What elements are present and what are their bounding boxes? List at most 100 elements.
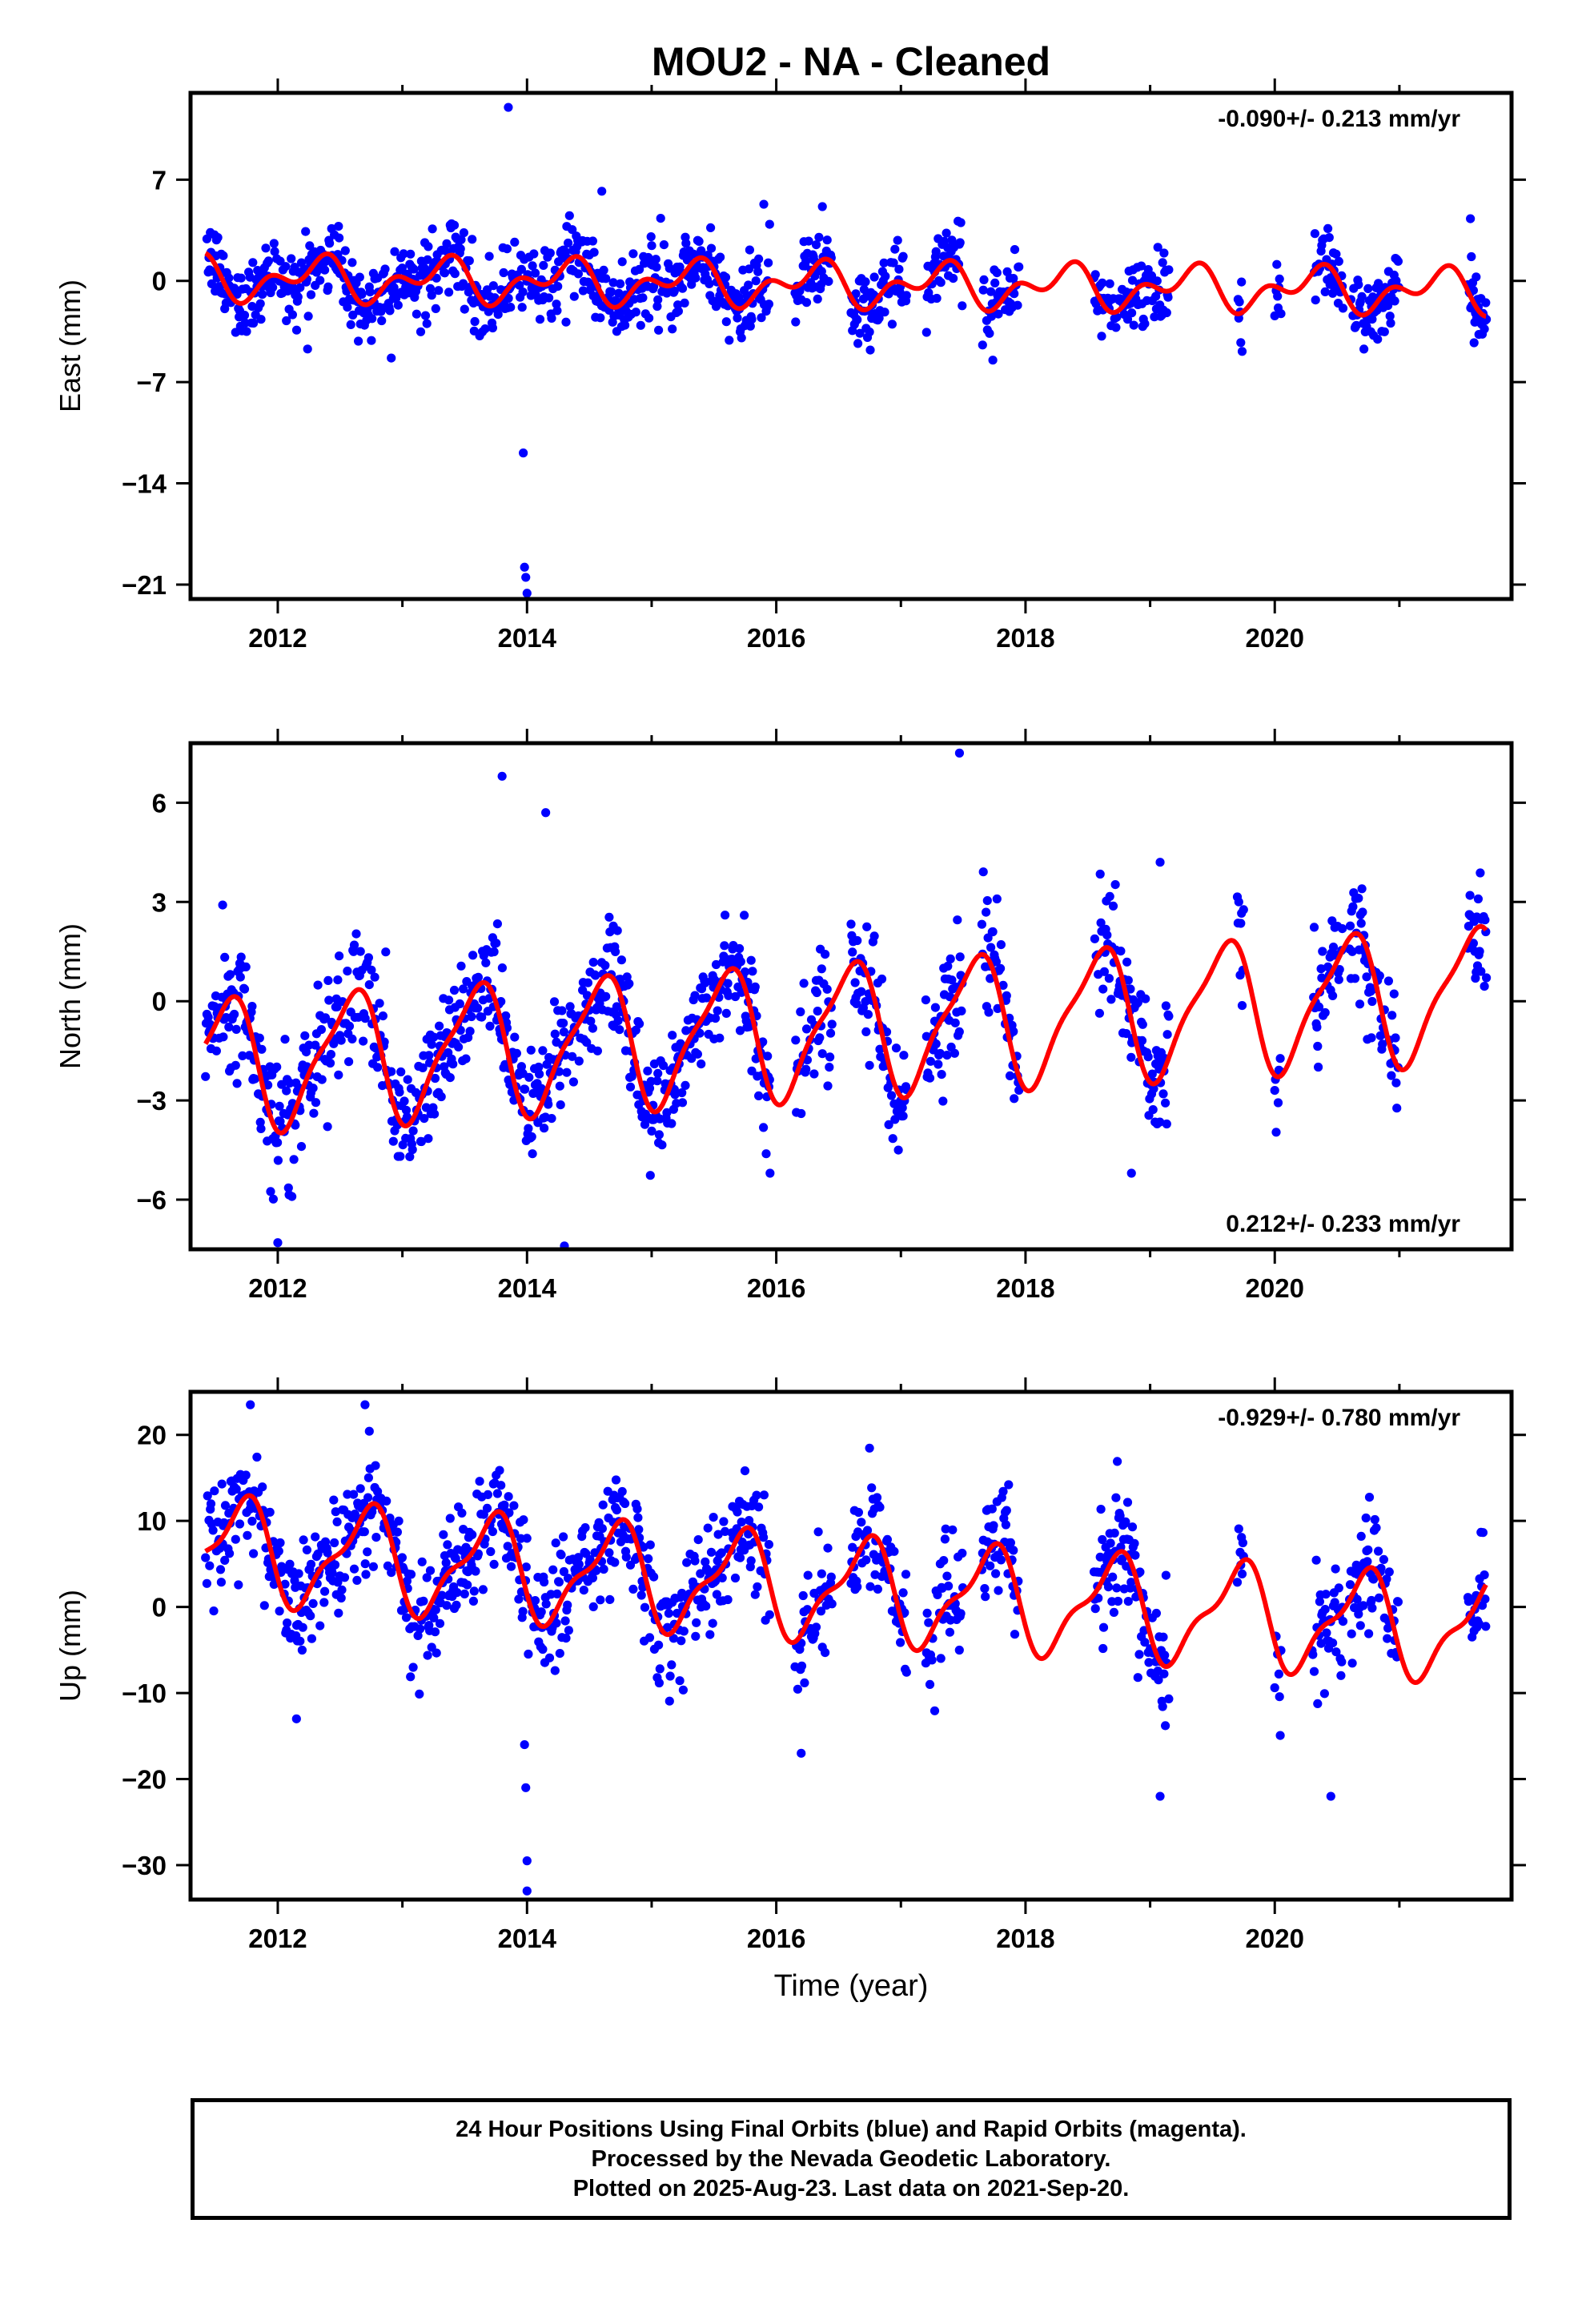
- data-point: [1094, 1594, 1103, 1603]
- data-point-outlier: [541, 808, 551, 818]
- data-point: [1095, 869, 1105, 879]
- data-point: [1391, 1033, 1400, 1043]
- data-point: [443, 1540, 452, 1550]
- data-point: [539, 260, 548, 270]
- data-point: [1143, 1052, 1153, 1062]
- data-point: [690, 991, 700, 1000]
- data-point: [520, 1084, 530, 1094]
- data-point: [1478, 1528, 1488, 1538]
- data-point: [408, 1144, 417, 1155]
- y-axis-label: East (mm): [54, 279, 86, 412]
- data-point: [464, 256, 474, 266]
- data-point: [231, 1534, 240, 1544]
- data-point: [801, 256, 811, 266]
- data-point: [1358, 907, 1367, 917]
- data-point: [633, 1513, 643, 1522]
- data-point: [297, 1645, 307, 1655]
- data-point: [736, 957, 745, 967]
- data-point: [1105, 891, 1114, 901]
- data-point: [855, 328, 865, 338]
- data-point: [621, 1552, 631, 1562]
- data-point: [945, 1627, 954, 1637]
- data-point: [1098, 1622, 1109, 1632]
- data-point: [380, 264, 390, 274]
- data-point: [865, 1443, 874, 1453]
- data-point: [1319, 1689, 1329, 1699]
- data-point: [1313, 1699, 1323, 1708]
- data-point: [316, 1025, 326, 1035]
- x-tick-label: 2014: [498, 1273, 557, 1303]
- data-point: [636, 320, 645, 330]
- data-point: [1382, 1574, 1391, 1584]
- data-point: [556, 1550, 566, 1560]
- model-curve: [203, 923, 1488, 1136]
- data-point: [877, 974, 887, 984]
- data-point: [754, 254, 764, 263]
- data-point: [791, 317, 801, 327]
- data-point: [706, 243, 717, 253]
- x-tick-label: 2012: [248, 1924, 307, 1953]
- x-tick-label: 2018: [996, 1273, 1054, 1303]
- data-point: [1133, 1673, 1142, 1683]
- data-point: [654, 1678, 665, 1688]
- data-point: [564, 1626, 574, 1635]
- data-point: [413, 1630, 423, 1640]
- data-point: [733, 1507, 742, 1517]
- data-point: [308, 1598, 318, 1608]
- data-point: [681, 239, 691, 248]
- data-point: [1234, 1524, 1243, 1534]
- y-axis-label: North (mm): [54, 923, 86, 1069]
- data-point: [763, 1051, 773, 1061]
- data-point: [1357, 884, 1367, 894]
- y-tick-label: −3: [136, 1086, 167, 1116]
- data-point: [263, 256, 273, 266]
- data-point: [392, 1527, 402, 1537]
- data-point: [430, 1073, 440, 1084]
- data-point: [568, 225, 577, 235]
- data-point: [304, 1040, 314, 1050]
- data-point: [381, 947, 391, 957]
- data-point: [203, 1491, 212, 1501]
- data-point: [1480, 915, 1490, 925]
- data-point: [1378, 1039, 1387, 1049]
- data-point: [535, 1069, 544, 1079]
- data-point: [1148, 1105, 1158, 1115]
- data-point: [740, 967, 750, 977]
- data-point: [764, 258, 773, 267]
- data-point: [955, 952, 965, 962]
- data-point: [1354, 1609, 1363, 1619]
- data-point: [504, 1492, 513, 1502]
- data-point: [257, 1044, 267, 1054]
- data-point: [652, 1076, 662, 1086]
- data-point: [325, 239, 335, 248]
- data-point: [612, 1002, 622, 1011]
- data-point: [330, 1560, 340, 1570]
- data-point: [323, 1548, 332, 1558]
- data-point: [430, 1627, 440, 1637]
- data-point: [652, 263, 661, 272]
- data-point: [586, 1016, 596, 1026]
- data-point: [563, 1600, 572, 1610]
- data-point: [1234, 897, 1243, 907]
- data-point: [326, 1050, 335, 1059]
- data-point: [1359, 1601, 1368, 1610]
- data-point: [588, 1573, 598, 1582]
- data-point: [723, 979, 733, 988]
- data-point-outlier: [954, 748, 965, 758]
- data-point: [679, 1626, 689, 1636]
- data-point: [1103, 1582, 1114, 1592]
- data-point: [869, 272, 879, 282]
- data-point: [290, 1576, 299, 1586]
- data-point: [579, 1586, 588, 1595]
- data-point: [548, 1565, 558, 1574]
- data-point: [424, 242, 433, 251]
- data-point: [1386, 318, 1395, 328]
- data-point: [813, 1007, 822, 1016]
- data-point: [219, 1032, 228, 1042]
- data-point: [817, 1049, 827, 1059]
- data-point-outlier: [291, 1714, 301, 1723]
- panel-north: 2012 2014 2016 2018 2020 −6 −3 0 3 6 North (mm) 0.2…: [54, 729, 1526, 1303]
- data-point: [526, 1045, 536, 1055]
- data-point: [373, 1063, 383, 1072]
